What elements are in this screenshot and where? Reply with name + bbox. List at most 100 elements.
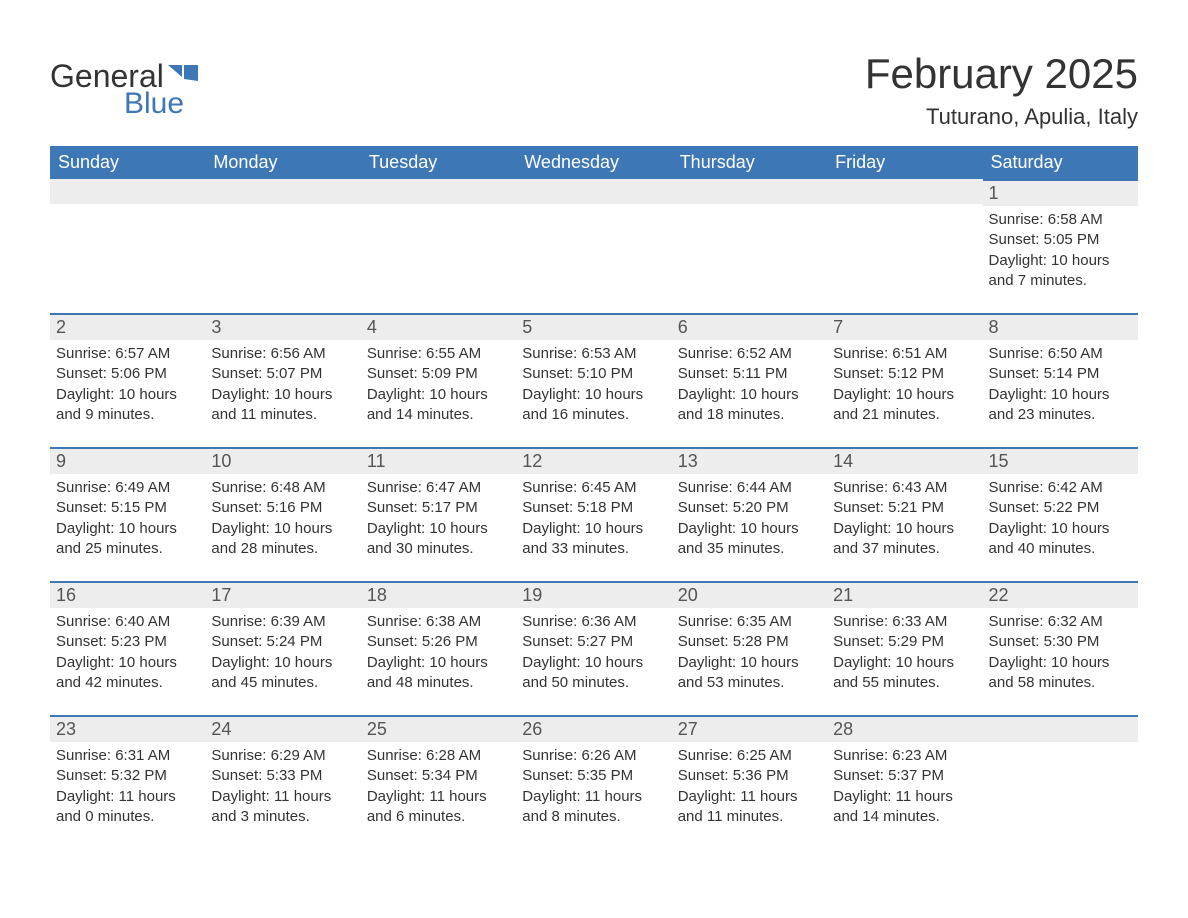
day-sunset: Sunset: 5:37 PM xyxy=(833,766,976,786)
day-sunrise: Sunrise: 6:32 AM xyxy=(989,612,1132,632)
day-sunrise: Sunrise: 6:45 AM xyxy=(522,478,665,498)
day-d2: and 48 minutes. xyxy=(367,673,510,693)
day-sunset: Sunset: 5:10 PM xyxy=(522,364,665,384)
calendar-cell xyxy=(516,179,671,313)
day-sunset: Sunset: 5:18 PM xyxy=(522,498,665,518)
calendar-cell: 21Sunrise: 6:33 AMSunset: 5:29 PMDayligh… xyxy=(827,581,982,715)
day-sunrise: Sunrise: 6:50 AM xyxy=(989,344,1132,364)
day-sunrise: Sunrise: 6:31 AM xyxy=(56,746,199,766)
day-d2: and 3 minutes. xyxy=(211,807,354,827)
day-details: Sunrise: 6:55 AMSunset: 5:09 PMDaylight:… xyxy=(361,340,516,435)
calendar-cell: 19Sunrise: 6:36 AMSunset: 5:27 PMDayligh… xyxy=(516,581,671,715)
day-details: Sunrise: 6:48 AMSunset: 5:16 PMDaylight:… xyxy=(205,474,360,569)
calendar-cell: 3Sunrise: 6:56 AMSunset: 5:07 PMDaylight… xyxy=(205,313,360,447)
day-number: 5 xyxy=(516,315,671,340)
day-d1: Daylight: 10 hours xyxy=(56,653,199,673)
day-details: Sunrise: 6:39 AMSunset: 5:24 PMDaylight:… xyxy=(205,608,360,703)
title-block: February 2025 Tuturano, Apulia, Italy xyxy=(865,50,1138,130)
calendar-cell: 14Sunrise: 6:43 AMSunset: 5:21 PMDayligh… xyxy=(827,447,982,581)
day-details: Sunrise: 6:53 AMSunset: 5:10 PMDaylight:… xyxy=(516,340,671,435)
day-number xyxy=(50,179,205,204)
calendar-cell: 20Sunrise: 6:35 AMSunset: 5:28 PMDayligh… xyxy=(672,581,827,715)
weekday-sunday: Sunday xyxy=(50,146,205,179)
day-sunset: Sunset: 5:28 PM xyxy=(678,632,821,652)
day-sunset: Sunset: 5:35 PM xyxy=(522,766,665,786)
weekday-monday: Monday xyxy=(205,146,360,179)
day-number: 8 xyxy=(983,315,1138,340)
day-sunrise: Sunrise: 6:55 AM xyxy=(367,344,510,364)
day-sunrise: Sunrise: 6:53 AM xyxy=(522,344,665,364)
day-number: 9 xyxy=(50,449,205,474)
day-d2: and 21 minutes. xyxy=(833,405,976,425)
weekday-wednesday: Wednesday xyxy=(516,146,671,179)
day-number xyxy=(516,179,671,204)
day-details: Sunrise: 6:40 AMSunset: 5:23 PMDaylight:… xyxy=(50,608,205,703)
day-details: Sunrise: 6:43 AMSunset: 5:21 PMDaylight:… xyxy=(827,474,982,569)
calendar-week-row: 2Sunrise: 6:57 AMSunset: 5:06 PMDaylight… xyxy=(50,313,1138,447)
day-sunrise: Sunrise: 6:56 AM xyxy=(211,344,354,364)
day-number: 21 xyxy=(827,583,982,608)
day-d1: Daylight: 10 hours xyxy=(211,653,354,673)
day-d1: Daylight: 10 hours xyxy=(56,519,199,539)
day-sunset: Sunset: 5:12 PM xyxy=(833,364,976,384)
day-d2: and 35 minutes. xyxy=(678,539,821,559)
day-number: 3 xyxy=(205,315,360,340)
calendar-table: Sunday Monday Tuesday Wednesday Thursday… xyxy=(50,146,1138,849)
day-sunset: Sunset: 5:24 PM xyxy=(211,632,354,652)
day-d1: Daylight: 10 hours xyxy=(367,519,510,539)
day-d1: Daylight: 10 hours xyxy=(678,385,821,405)
calendar-cell: 27Sunrise: 6:25 AMSunset: 5:36 PMDayligh… xyxy=(672,715,827,849)
day-sunrise: Sunrise: 6:36 AM xyxy=(522,612,665,632)
day-d2: and 23 minutes. xyxy=(989,405,1132,425)
day-details: Sunrise: 6:42 AMSunset: 5:22 PMDaylight:… xyxy=(983,474,1138,569)
day-sunset: Sunset: 5:26 PM xyxy=(367,632,510,652)
day-d1: Daylight: 10 hours xyxy=(211,519,354,539)
day-sunrise: Sunrise: 6:35 AM xyxy=(678,612,821,632)
calendar-cell: 18Sunrise: 6:38 AMSunset: 5:26 PMDayligh… xyxy=(361,581,516,715)
calendar-cell: 1Sunrise: 6:58 AMSunset: 5:05 PMDaylight… xyxy=(983,179,1138,313)
day-d1: Daylight: 10 hours xyxy=(678,519,821,539)
day-sunset: Sunset: 5:29 PM xyxy=(833,632,976,652)
calendar-week-row: 16Sunrise: 6:40 AMSunset: 5:23 PMDayligh… xyxy=(50,581,1138,715)
day-d1: Daylight: 11 hours xyxy=(522,787,665,807)
day-sunrise: Sunrise: 6:25 AM xyxy=(678,746,821,766)
day-d2: and 8 minutes. xyxy=(522,807,665,827)
day-sunset: Sunset: 5:11 PM xyxy=(678,364,821,384)
weekday-header-row: Sunday Monday Tuesday Wednesday Thursday… xyxy=(50,146,1138,179)
day-details: Sunrise: 6:58 AMSunset: 5:05 PMDaylight:… xyxy=(983,206,1138,301)
day-number xyxy=(983,717,1138,742)
day-number xyxy=(672,179,827,204)
day-d2: and 45 minutes. xyxy=(211,673,354,693)
day-d1: Daylight: 11 hours xyxy=(678,787,821,807)
day-details: Sunrise: 6:35 AMSunset: 5:28 PMDaylight:… xyxy=(672,608,827,703)
calendar-week-row: 9Sunrise: 6:49 AMSunset: 5:15 PMDaylight… xyxy=(50,447,1138,581)
day-number: 27 xyxy=(672,717,827,742)
day-number: 22 xyxy=(983,583,1138,608)
day-sunrise: Sunrise: 6:49 AM xyxy=(56,478,199,498)
day-number xyxy=(205,179,360,204)
day-d2: and 9 minutes. xyxy=(56,405,199,425)
day-sunset: Sunset: 5:16 PM xyxy=(211,498,354,518)
day-number: 19 xyxy=(516,583,671,608)
day-d1: Daylight: 10 hours xyxy=(989,519,1132,539)
day-d2: and 11 minutes. xyxy=(211,405,354,425)
day-number: 26 xyxy=(516,717,671,742)
calendar-week-row: 23Sunrise: 6:31 AMSunset: 5:32 PMDayligh… xyxy=(50,715,1138,849)
calendar-cell xyxy=(361,179,516,313)
day-number: 11 xyxy=(361,449,516,474)
day-d1: Daylight: 10 hours xyxy=(522,385,665,405)
day-number: 16 xyxy=(50,583,205,608)
day-details: Sunrise: 6:28 AMSunset: 5:34 PMDaylight:… xyxy=(361,742,516,837)
calendar-cell: 28Sunrise: 6:23 AMSunset: 5:37 PMDayligh… xyxy=(827,715,982,849)
calendar-cell: 26Sunrise: 6:26 AMSunset: 5:35 PMDayligh… xyxy=(516,715,671,849)
day-d1: Daylight: 10 hours xyxy=(989,653,1132,673)
day-sunset: Sunset: 5:14 PM xyxy=(989,364,1132,384)
day-number: 12 xyxy=(516,449,671,474)
day-sunrise: Sunrise: 6:23 AM xyxy=(833,746,976,766)
calendar-week-row: 1Sunrise: 6:58 AMSunset: 5:05 PMDaylight… xyxy=(50,179,1138,313)
day-d1: Daylight: 11 hours xyxy=(833,787,976,807)
day-d1: Daylight: 10 hours xyxy=(833,385,976,405)
day-details: Sunrise: 6:38 AMSunset: 5:26 PMDaylight:… xyxy=(361,608,516,703)
calendar-cell: 7Sunrise: 6:51 AMSunset: 5:12 PMDaylight… xyxy=(827,313,982,447)
day-details: Sunrise: 6:56 AMSunset: 5:07 PMDaylight:… xyxy=(205,340,360,435)
